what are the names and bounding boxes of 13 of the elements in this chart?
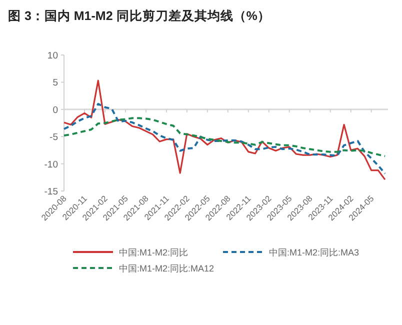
- legend-label: 中国:M1-M2:同比:MA3: [269, 248, 360, 258]
- line-series: [63, 117, 386, 158]
- y-tick-label: 10: [47, 50, 58, 62]
- y-tick-label: -15: [44, 186, 58, 198]
- y-tick-label: -5: [50, 132, 58, 144]
- y-tick-label: -10: [44, 159, 58, 170]
- y-tick-label: 5: [52, 78, 58, 89]
- legend-label: 中国:M1-M2:同比:MA12: [119, 264, 214, 274]
- line-series: [63, 80, 386, 180]
- chart-title: 图 3：国内 M1-M2 同比剪刀差及其均线（%）: [8, 8, 270, 23]
- legend-label: 中国:M1-M2:同比: [119, 248, 188, 258]
- y-tick-label: 0: [52, 104, 58, 116]
- line-series: [63, 102, 386, 175]
